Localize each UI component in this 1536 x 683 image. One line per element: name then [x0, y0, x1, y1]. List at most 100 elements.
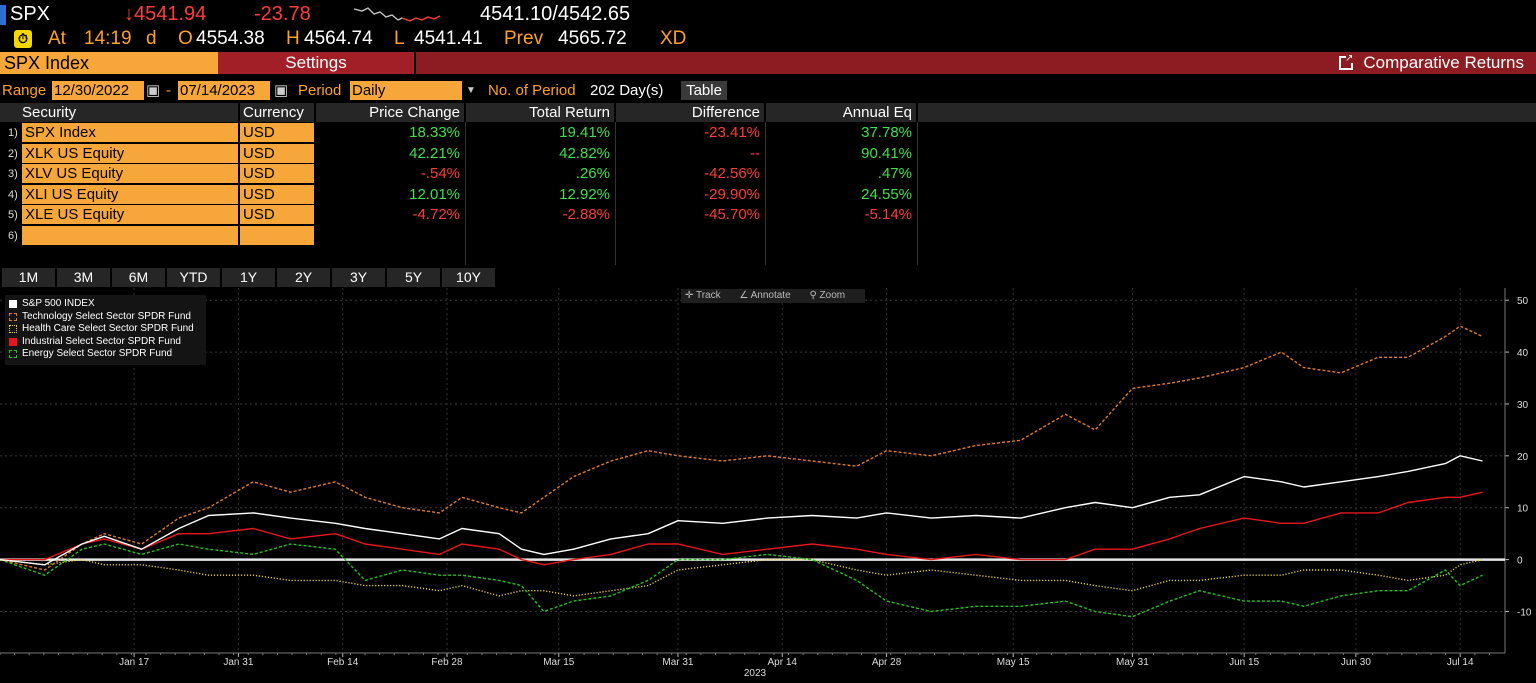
price-change-cell: -4.72%: [412, 206, 460, 223]
x-tick-label: Apr 14: [768, 657, 798, 668]
header-security[interactable]: Security: [0, 103, 238, 122]
total-return-cell: 42.82%: [559, 144, 610, 162]
table-row[interactable]: 3) XLV US Equity USD -.54% .26% -42.56% .47%: [0, 164, 1536, 184]
y-tick-label: 30: [1517, 400, 1529, 411]
table-button[interactable]: Table: [681, 81, 727, 100]
low-value: 4541.41: [414, 28, 483, 49]
price-change-cell: [316, 226, 464, 246]
difference-cell: [616, 226, 764, 246]
table-row[interactable]: 2) XLK US Equity USD 42.21% 42.82% -- 90.41%: [0, 143, 1536, 164]
total-return-cell: .26%: [575, 165, 610, 182]
range-button-5y[interactable]: 5Y: [387, 268, 440, 287]
x-tick-label: May 31: [1116, 657, 1149, 668]
y-tick-label: 0: [1517, 556, 1523, 567]
column-divider: [615, 122, 616, 265]
total-return-cell: -2.88%: [562, 206, 610, 223]
y-tick-label: 40: [1517, 348, 1529, 359]
currency-cell[interactable]: USD: [240, 123, 314, 143]
annual-eq-cell: 24.55%: [861, 185, 912, 203]
currency-cell[interactable]: USD: [240, 184, 314, 205]
security-cell[interactable]: XLI US Equity: [22, 184, 238, 205]
difference-cell: --: [750, 144, 760, 162]
range-button-3y[interactable]: 3Y: [332, 268, 385, 287]
annotate-button[interactable]: ∠ Annotate: [739, 290, 791, 301]
header-annual-eq[interactable]: Annual Eq: [766, 103, 916, 122]
header-total-return[interactable]: Total Return: [466, 103, 614, 122]
range-button-2y[interactable]: 2Y: [277, 268, 330, 287]
range-button-10y[interactable]: 10Y: [442, 268, 495, 287]
legend-label: S&P 500 INDEX: [22, 298, 95, 309]
function-title-text: Comparative Returns: [1363, 53, 1524, 72]
security-cell[interactable]: XLV US Equity: [22, 164, 238, 184]
external-link-icon[interactable]: ↗: [1339, 54, 1355, 70]
x-tick-label: May 15: [997, 657, 1030, 668]
table-row[interactable]: 4) XLI US Equity USD 12.01% 12.92% -29.90% 24.…: [0, 184, 1536, 205]
security-cell[interactable]: XLK US Equity: [22, 143, 238, 164]
row-number: 1): [8, 127, 18, 139]
security-field[interactable]: SPX Index: [0, 52, 218, 74]
range-controls: Range 12/30/2022 ▣ - 07/14/2023 ▣ Period…: [0, 81, 1536, 101]
calendar-icon[interactable]: ▣: [146, 82, 161, 99]
xd-flag: XD: [660, 28, 687, 49]
quote-line-2: ⏱ At 14:19 d O 4554.38 H 4564.74 L 4541.…: [0, 27, 1536, 51]
x-tick-label: Jan 17: [119, 657, 149, 668]
price-change-cell: 12.01%: [409, 185, 460, 203]
settings-button[interactable]: Settings: [218, 52, 416, 74]
start-date-field[interactable]: 12/30/2022: [52, 81, 144, 100]
range-button-ytd[interactable]: YTD: [167, 268, 220, 287]
annual-eq-cell: 90.41%: [861, 144, 912, 162]
currency-cell[interactable]: USD: [240, 164, 314, 184]
security-marker: [0, 5, 6, 25]
security-cell[interactable]: [22, 225, 238, 246]
total-return-cell: 12.92%: [559, 185, 610, 203]
last-price: ↓4541.94: [124, 3, 207, 25]
series-line-xlk: [0, 325, 1483, 571]
table-row[interactable]: 5) XLE US Equity USD -4.72% -2.88% -45.70% -5.…: [0, 205, 1536, 225]
x-tick-label: Feb 14: [327, 657, 359, 668]
header-currency[interactable]: Currency: [240, 103, 314, 122]
currency-cell[interactable]: USD: [240, 205, 314, 225]
series-line-spx: [0, 455, 1483, 566]
legend-swatch: [9, 337, 17, 346]
range-button-3m[interactable]: 3M: [57, 268, 110, 287]
track-label: Track: [695, 290, 721, 301]
series-line-xlv: [0, 558, 1483, 597]
difference-cell: -42.56%: [704, 165, 760, 182]
quote-time: 14:19: [84, 28, 132, 49]
range-button-1m[interactable]: 1M: [2, 268, 55, 287]
table-row[interactable]: 1) SPX Index USD 18.33% 19.41% -23.41% 37.78%: [0, 123, 1536, 143]
header-price-change[interactable]: Price Change: [316, 103, 464, 122]
currency-cell[interactable]: USD: [240, 143, 314, 164]
zoom-label: Zoom: [819, 290, 846, 301]
security-cell[interactable]: SPX Index: [22, 123, 238, 143]
range-button-6m[interactable]: 6M: [112, 268, 165, 287]
range-dash: -: [166, 82, 171, 99]
time-flag: d: [146, 28, 157, 49]
annual-eq-cell: .47%: [877, 165, 912, 182]
period-select[interactable]: Daily: [350, 81, 462, 100]
header-difference[interactable]: Difference: [616, 103, 764, 122]
prev-value: 4565.72: [558, 28, 627, 49]
currency-cell[interactable]: [240, 225, 314, 246]
x-tick-label: Feb 28: [431, 657, 463, 668]
table-row[interactable]: 6): [0, 225, 1536, 246]
at-label: At: [48, 28, 66, 49]
returns-chart[interactable]: 50 40 30 20 10 0 -10 Jan 17 Jan 31 Feb 14 Feb 28 Ma…: [0, 288, 1536, 683]
row-number: 4): [8, 188, 18, 201]
security-cell[interactable]: XLE US Equity: [22, 205, 238, 225]
track-button[interactable]: ✛ Track: [685, 290, 721, 301]
calendar-icon[interactable]: ▣: [274, 82, 289, 99]
chart-toolbar: ✛ Track ∠ Annotate ⚲ Zoom: [681, 289, 866, 303]
open-label: O: [178, 28, 193, 49]
chevron-down-icon[interactable]: ▼: [466, 85, 476, 96]
end-date-field[interactable]: 07/14/2023: [178, 81, 270, 100]
clock-icon: ⏱: [14, 30, 32, 48]
range-button-1y[interactable]: 1Y: [222, 268, 275, 287]
x-tick-label: Mar 31: [662, 657, 694, 668]
net-change: -23.78: [254, 3, 311, 25]
zoom-button[interactable]: ⚲ Zoom: [809, 290, 846, 301]
open-value: 4554.38: [196, 28, 265, 49]
x-tick-label: Jun 30: [1341, 657, 1371, 668]
total-return-cell: 19.41%: [559, 124, 610, 141]
series-line-xli: [0, 491, 1483, 566]
